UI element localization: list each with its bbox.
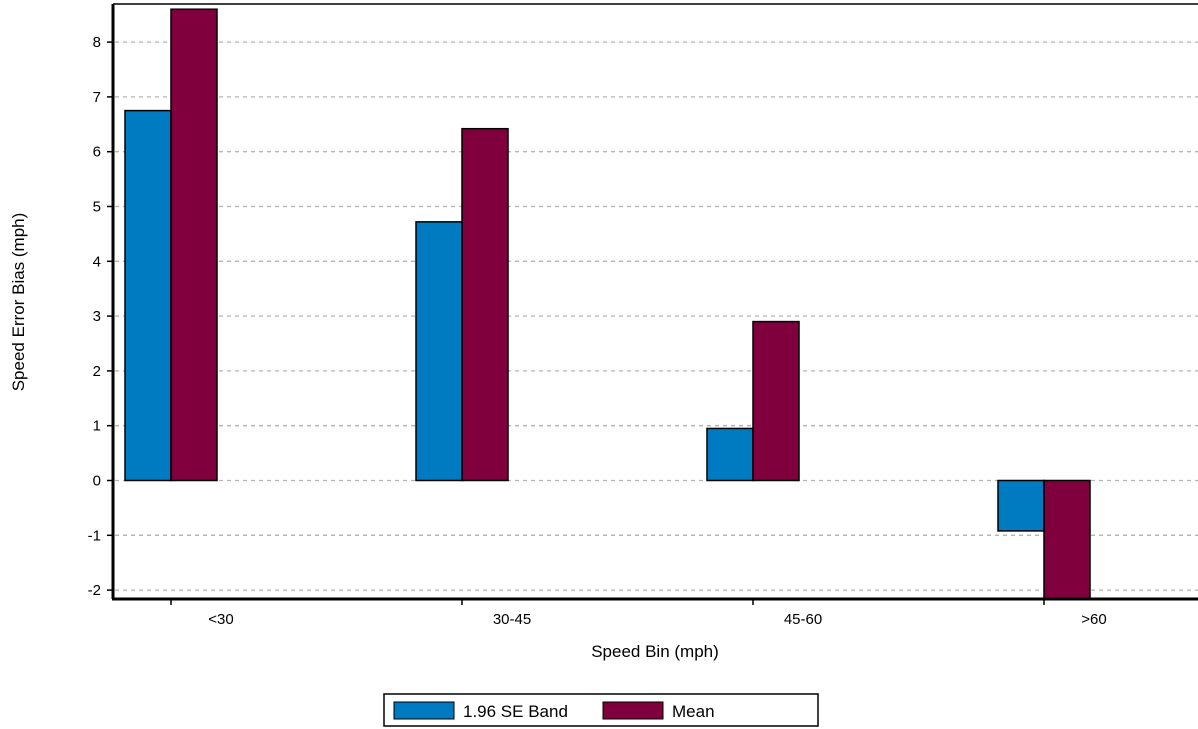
legend-box	[383, 693, 819, 727]
bars	[124, 8, 1091, 600]
bar-mean	[752, 320, 800, 482]
x-tick-label: 45-60	[784, 611, 822, 628]
bar-se-band	[997, 479, 1045, 532]
legend-swatch-mean	[602, 701, 664, 720]
legend: 1.96 SE Band Mean	[383, 693, 819, 727]
x-tick-label: <30	[208, 611, 233, 628]
y-tick-label: 2	[93, 363, 101, 380]
bar-se-band	[415, 221, 463, 482]
y-tick-label: 1	[93, 418, 101, 435]
y-tick-label: -1	[88, 527, 101, 544]
bar-se-band	[124, 109, 172, 482]
y-tick-label: -2	[88, 582, 101, 599]
axes	[111, 3, 1198, 601]
y-axis-title: Speed Error Bias (mph)	[9, 213, 28, 392]
bar-mean	[461, 127, 509, 482]
y-tick-label: 4	[93, 253, 101, 270]
y-tick-label: 6	[93, 144, 101, 161]
legend-swatch-se-band	[393, 701, 455, 720]
y-tick-label: 5	[93, 199, 101, 216]
x-ticks: <30 30-45 45-60 >60	[170, 599, 1107, 628]
bar-mean	[170, 8, 218, 482]
x-tick-label: 30-45	[493, 611, 531, 628]
y-tick-label: 7	[93, 89, 101, 106]
legend-label-se-band: 1.96 SE Band	[463, 702, 568, 721]
x-axis-title: Speed Bin (mph)	[591, 642, 719, 661]
bar-mean	[1043, 479, 1091, 600]
y-ticks: -2 -1 0 1 2 3 4 5 6 7 8	[88, 34, 113, 599]
x-tick-label: >60	[1081, 611, 1106, 628]
y-tick-label: 0	[93, 473, 101, 490]
y-tick-label: 3	[93, 308, 101, 325]
y-tick-label: 8	[93, 34, 101, 51]
bar-se-band	[706, 427, 754, 482]
legend-label-mean: Mean	[672, 702, 715, 721]
